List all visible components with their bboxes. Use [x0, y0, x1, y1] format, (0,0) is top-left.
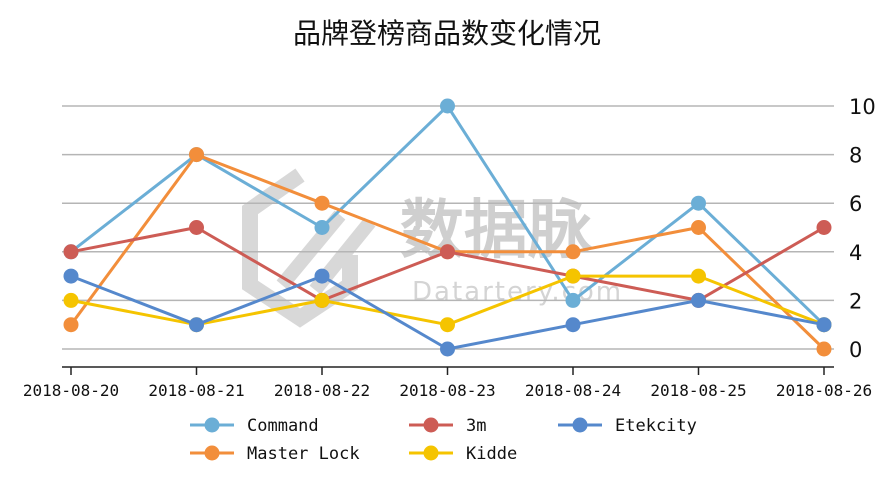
legend-item: Etekcity: [558, 416, 697, 436]
watermark-logo-icon: [242, 168, 358, 328]
data-point: [314, 292, 330, 308]
x-tick-label: 2018-08-21: [148, 381, 244, 400]
legend: Command Master Lock 3m Kidde Etekcity: [190, 416, 697, 464]
data-point: [440, 341, 455, 357]
legend-swatch-marker: [572, 417, 588, 433]
y-tick-label: 6: [849, 192, 862, 216]
legend-label: Command: [247, 416, 319, 436]
data-point: [63, 244, 79, 260]
legend-label: Kidde: [466, 444, 517, 464]
data-point: [565, 292, 581, 308]
x-tick-label: 2018-08-23: [399, 381, 495, 400]
data-point: [691, 292, 706, 308]
legend-swatch-marker: [204, 445, 220, 461]
data-point: [816, 317, 832, 333]
data-point: [189, 220, 204, 235]
data-point: [565, 317, 581, 333]
data-point: [440, 244, 455, 260]
x-tick-label: 2018-08-20: [23, 381, 119, 400]
data-point: [63, 292, 79, 308]
data-point: [816, 220, 832, 235]
legend-label: Master Lock: [247, 444, 360, 464]
data-point: [691, 268, 706, 284]
data-point: [440, 317, 455, 333]
chart-title: 品牌登榜商品数变化情况: [292, 17, 601, 50]
x-tick-label: 2018-08-26: [776, 381, 872, 400]
axes: 2018-08-20 2018-08-21 2018-08-22 2018-08-23…: [23, 366, 872, 400]
data-point: [691, 220, 706, 235]
data-point: [314, 268, 330, 284]
watermark-text: 数据脉: [400, 194, 593, 268]
y-tick-label: 2: [849, 289, 862, 313]
data-point: [565, 244, 581, 260]
legend-swatch-marker: [423, 417, 439, 433]
data-point: [314, 195, 330, 211]
data-point: [189, 147, 204, 163]
legend-label: Etekcity: [615, 416, 697, 436]
data-point: [816, 341, 832, 357]
legend-item: 3m: [409, 416, 486, 436]
legend-swatch-marker: [204, 417, 220, 433]
y-tick-label: 10: [849, 95, 876, 119]
y-tick-label: 8: [849, 144, 862, 168]
legend-label: 3m: [466, 416, 486, 436]
data-point: [565, 268, 581, 284]
x-tick-label: 2018-08-25: [650, 381, 746, 400]
y-tick-label: 0: [849, 338, 862, 362]
data-point: [63, 317, 79, 333]
x-tick-label: 2018-08-24: [525, 381, 621, 400]
data-point: [63, 268, 79, 284]
watermark-subtext: Datartery.com: [412, 277, 623, 307]
legend-item: Master Lock: [190, 444, 360, 464]
legend-swatch-marker: [423, 445, 439, 461]
y-tick-label: 4: [849, 241, 862, 265]
x-tick-label: 2018-08-22: [274, 381, 370, 400]
data-point: [691, 195, 706, 211]
series-etekcity: [63, 268, 832, 357]
data-point: [189, 317, 204, 333]
legend-item: Command: [190, 416, 319, 436]
data-point: [440, 98, 455, 114]
series-group: [63, 98, 832, 357]
legend-item: Kidde: [409, 444, 517, 464]
data-point: [314, 220, 330, 235]
